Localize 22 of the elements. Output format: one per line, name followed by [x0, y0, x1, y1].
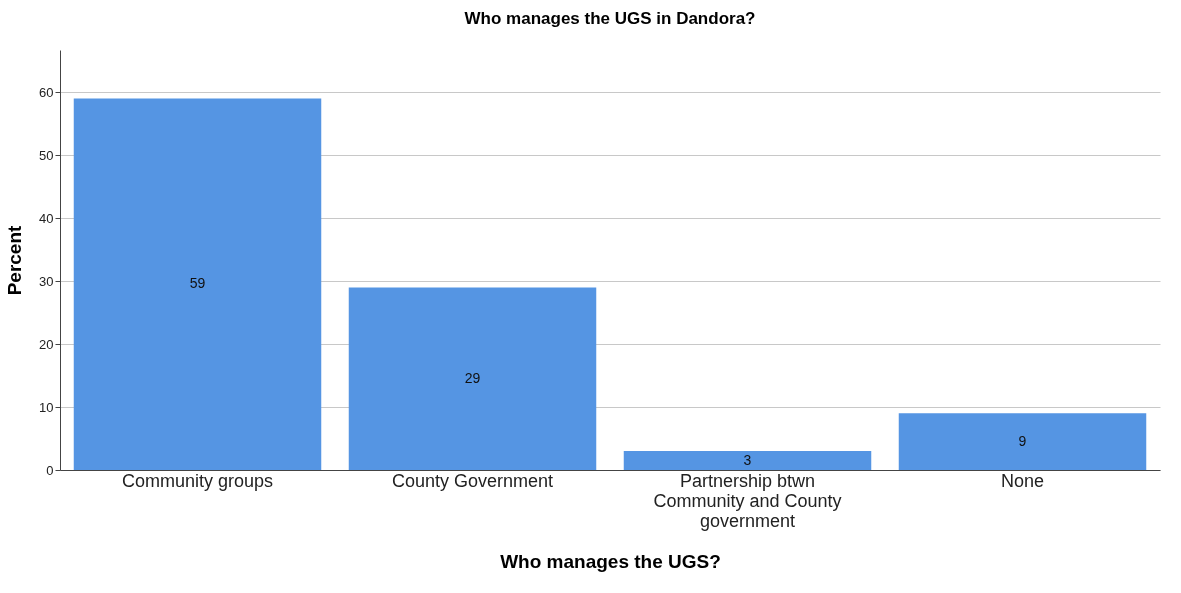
- y-tick-label: 60: [39, 84, 54, 100]
- y-tick-label: 20: [39, 336, 54, 352]
- y-tick-label: 30: [39, 273, 54, 289]
- x-tick-label: None: [1000, 470, 1045, 491]
- bar: [73, 98, 322, 470]
- bar: [348, 287, 597, 470]
- y-tick-label: 40: [39, 210, 54, 226]
- data-label: 59: [189, 275, 206, 292]
- y-tick-label: 10: [39, 399, 54, 415]
- bar: [623, 451, 872, 470]
- chart-title: Who manages the UGS in Dandora?: [464, 9, 756, 28]
- x-axis-title: Who manages the UGS?: [500, 550, 721, 572]
- x-tick-label: Community groups: [121, 470, 274, 491]
- y-tick-label: 50: [39, 147, 54, 163]
- data-label: 9: [1018, 432, 1027, 449]
- x-tick-label: Partnership btwn Community and County government: [653, 470, 842, 531]
- bar: [898, 413, 1147, 470]
- data-label: 29: [464, 369, 481, 386]
- x-tick-label: County Government: [391, 470, 554, 491]
- data-label: 3: [743, 451, 752, 468]
- y-axis-title: Percent: [4, 224, 26, 296]
- y-tick-label: 0: [46, 462, 54, 478]
